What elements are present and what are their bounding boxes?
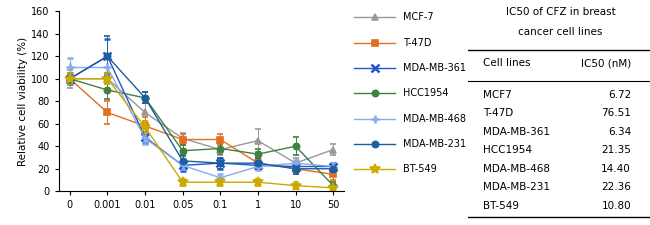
Text: HCC1954: HCC1954	[404, 88, 449, 98]
Text: 76.51: 76.51	[601, 108, 631, 118]
Text: cancer cell lines: cancer cell lines	[519, 27, 603, 37]
Text: BT-549: BT-549	[404, 164, 437, 174]
Text: MCF7: MCF7	[483, 90, 512, 100]
Text: IC50 (nM): IC50 (nM)	[580, 58, 631, 68]
Text: MDA-MB-231: MDA-MB-231	[404, 139, 467, 149]
Text: T-47D: T-47D	[483, 108, 513, 118]
Text: 22.36: 22.36	[601, 182, 631, 192]
Text: 21.35: 21.35	[601, 145, 631, 155]
Text: 10.80: 10.80	[601, 201, 631, 211]
Y-axis label: Relative cell viability (%): Relative cell viability (%)	[18, 37, 28, 166]
Text: MDA-MB-361: MDA-MB-361	[404, 63, 467, 73]
Text: 14.40: 14.40	[601, 164, 631, 174]
Text: MCF-7: MCF-7	[404, 12, 434, 22]
Text: T-47D: T-47D	[404, 38, 432, 48]
Text: IC50 of CFZ in breast: IC50 of CFZ in breast	[506, 7, 616, 17]
Text: MDA-MB-361: MDA-MB-361	[483, 127, 550, 137]
Text: HCC1954: HCC1954	[483, 145, 532, 155]
Text: MDA-MB-468: MDA-MB-468	[483, 164, 550, 174]
Text: 6.72: 6.72	[608, 90, 631, 100]
Text: 6.34: 6.34	[608, 127, 631, 137]
Text: MDA-MB-231: MDA-MB-231	[483, 182, 550, 192]
Text: Cell lines: Cell lines	[483, 58, 530, 68]
Text: MDA-MB-468: MDA-MB-468	[404, 114, 467, 124]
Text: BT-549: BT-549	[483, 201, 519, 211]
